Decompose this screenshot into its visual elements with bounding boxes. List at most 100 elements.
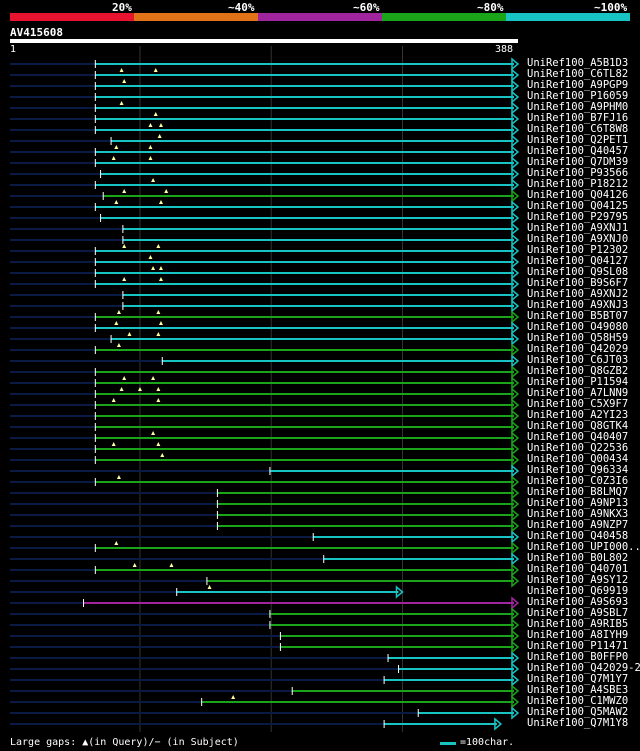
query-gap-marker-icon: [156, 310, 161, 314]
hit-label[interactable]: UniRef100_A2YI23: [527, 409, 629, 421]
query-gap-marker-icon: [231, 695, 236, 699]
alignment-arrow-icon: [511, 486, 520, 500]
hit-label[interactable]: UniRef100_B9S6F7: [527, 277, 629, 289]
hit-label[interactable]: UniRef100_B0L802: [527, 552, 629, 564]
hit-label[interactable]: UniRef100_B8LMQ7: [527, 486, 629, 498]
hit-label[interactable]: UniRef100_A4SBE3: [527, 684, 629, 696]
hit-label[interactable]: UniRef100_Q40407: [527, 431, 629, 443]
alignment-arrow-icon: [511, 596, 520, 610]
legend-label-40: ~40%: [228, 1, 255, 14]
hit-label[interactable]: UniRef100_A7LNN9: [527, 387, 629, 399]
query-gap-marker-icon: [158, 266, 163, 270]
hit-label[interactable]: UniRef100_A9SY12: [527, 574, 629, 586]
hit-label[interactable]: UniRef100_Q7M1Y8: [527, 717, 629, 729]
hit-label[interactable]: UniRef100_P11471: [527, 640, 629, 652]
hit-label[interactable]: UniRef100_Q00434: [527, 453, 629, 465]
hit-label[interactable]: UniRef100_A9RIB5: [527, 618, 629, 630]
hit-label[interactable]: UniRef100_Q5MAW2: [527, 706, 629, 718]
hit-label[interactable]: UniRef100_Q8GTK4: [527, 420, 629, 432]
hit-label[interactable]: UniRef100_Q96334: [527, 464, 629, 476]
hit-label[interactable]: UniRef100_A9SBL7: [527, 607, 629, 619]
alignment-arrow-icon: [511, 310, 520, 324]
query-bar: [10, 39, 518, 43]
query-gap-marker-icon: [151, 376, 156, 380]
legend-label-60: ~60%: [353, 1, 380, 14]
alignment-arrow-icon: [511, 200, 520, 214]
hit-label[interactable]: UniRef100_Q40701: [527, 563, 629, 575]
query-gap-marker-icon: [116, 310, 121, 314]
hit-label[interactable]: UniRef100_A9PGP9: [527, 79, 629, 91]
query-gap-marker-icon: [122, 189, 127, 193]
hit-label[interactable]: UniRef100_A5B1D3: [527, 57, 629, 69]
hit-label[interactable]: UniRef100_O49080: [527, 321, 629, 333]
hit-label[interactable]: UniRef100_Q40457: [527, 145, 629, 157]
alignment-arrow-icon: [511, 453, 520, 467]
hit-label[interactable]: UniRef100_B5BT07: [527, 310, 629, 322]
alignment-arrow-icon: [511, 233, 520, 247]
hit-label[interactable]: UniRef100_P29795: [527, 211, 629, 223]
hit-label[interactable]: UniRef100_A9XNJ2: [527, 288, 629, 300]
hit-label[interactable]: UniRef100_B0FFP0: [527, 651, 629, 663]
query-gap-marker-icon: [122, 376, 127, 380]
hit-label[interactable]: UniRef100_P18212: [527, 178, 629, 190]
query-gap-marker-icon: [151, 266, 156, 270]
hit-label[interactable]: UniRef100_P12302: [527, 244, 629, 256]
alignment-arrow-icon: [511, 618, 520, 632]
query-gap-marker-icon: [151, 431, 156, 435]
legend-label-20: 20%: [112, 1, 132, 14]
hit-label[interactable]: UniRef100_B7FJ16: [527, 112, 629, 124]
hit-label[interactable]: UniRef100_Q2PET1: [527, 134, 629, 146]
hit-label[interactable]: UniRef100_Q8GZB2: [527, 365, 629, 377]
hit-label[interactable]: UniRef100_A9XNJ3: [527, 299, 629, 311]
hit-label[interactable]: UniRef100_UPI000..: [527, 541, 640, 553]
hit-label[interactable]: UniRef100_P11594: [527, 376, 629, 388]
hit-label[interactable]: UniRef100_C6JT03: [527, 354, 629, 366]
hit-label[interactable]: UniRef100_Q40458: [527, 530, 629, 542]
hit-label[interactable]: UniRef100_Q58H59: [527, 332, 629, 344]
alignment-arrow-icon: [511, 167, 520, 181]
hit-label[interactable]: UniRef100_Q04125: [527, 200, 629, 212]
hit-label[interactable]: UniRef100_Q7M1Y7: [527, 673, 629, 685]
query-gap-marker-icon: [156, 244, 161, 248]
hit-label[interactable]: UniRef100_Q42029: [527, 343, 629, 355]
alignment-arrow-icon: [511, 519, 520, 533]
legend-color-100: [506, 13, 630, 21]
hit-label[interactable]: UniRef100_A9PHM0: [527, 101, 629, 113]
hit-label[interactable]: UniRef100_A9NKX3: [527, 508, 629, 520]
query-gap-marker-icon: [148, 123, 153, 127]
alignment-arrow-icon: [511, 574, 520, 588]
hit-label[interactable]: UniRef100_A9S693: [527, 596, 629, 608]
hit-label[interactable]: UniRef100_A9XNJ1: [527, 222, 629, 234]
hit-label[interactable]: UniRef100_Q42029-2: [527, 662, 640, 674]
hit-label[interactable]: UniRef100_A9NZP7: [527, 519, 629, 531]
hit-label[interactable]: UniRef100_C1MWZ0: [527, 695, 629, 707]
hit-label[interactable]: UniRef100_A8IYH9: [527, 629, 629, 641]
hit-label[interactable]: UniRef100_Q22536: [527, 442, 629, 454]
hit-label[interactable]: UniRef100_C6TL82: [527, 68, 629, 80]
hit-label[interactable]: UniRef100_P16059: [527, 90, 629, 102]
alignment-arrow-icon: [511, 497, 520, 511]
hit-label[interactable]: UniRef100_Q7DM39: [527, 156, 629, 168]
alignment-arrow-icon: [511, 695, 520, 709]
hit-label[interactable]: UniRef100_Q9SL08: [527, 266, 629, 278]
query-start: 1: [10, 44, 17, 55]
query-gap-marker-icon: [156, 387, 161, 391]
hit-label[interactable]: UniRef100_Q04126: [527, 189, 629, 201]
query-gap-marker-icon: [207, 585, 212, 589]
hit-label[interactable]: UniRef100_Q04127: [527, 255, 629, 267]
legend-color-80: [382, 13, 506, 21]
hit-label[interactable]: UniRef100_P93566: [527, 167, 629, 179]
hit-label[interactable]: UniRef100_A9XNJ0: [527, 233, 629, 245]
hit-label[interactable]: UniRef100_A9NP13: [527, 497, 629, 509]
hit-label[interactable]: UniRef100_C5X9F7: [527, 398, 629, 410]
hit-label[interactable]: UniRef100_Q69919: [527, 585, 629, 597]
query-gap-marker-icon: [153, 112, 158, 116]
query-gap-marker-icon: [169, 563, 174, 567]
alignment-arrow-icon: [511, 112, 520, 126]
hit-label[interactable]: UniRef100_C6T8W8: [527, 123, 629, 135]
query-gap-marker-icon: [114, 541, 119, 545]
gaps-legend: Large gaps: ▲(in Query)/− (in Subject): [10, 737, 239, 748]
query-gap-marker-icon: [132, 563, 137, 567]
hit-label[interactable]: UniRef100_C0Z3I6: [527, 475, 629, 487]
